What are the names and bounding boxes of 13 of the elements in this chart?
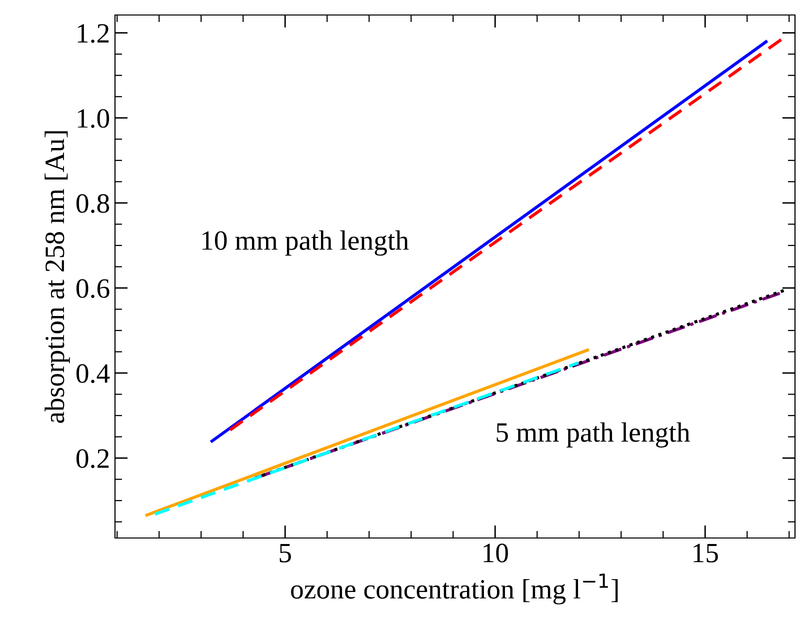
x-axis-title: ozone concentration [mg l$^{−1}$] [291, 574, 618, 604]
x-tick-label: 5 [280, 544, 291, 562]
annotation: 10 mm path length [202, 230, 409, 256]
x-tick-label: 10 [484, 544, 508, 562]
y-tick-label: 0.2 [76, 449, 109, 468]
y-tick-label: 1.0 [78, 109, 110, 128]
y-axis-title: absorption at 258 nm [Au] [44, 131, 70, 423]
y-tick-label: 0.8 [76, 194, 110, 213]
x-tick-label: 15 [694, 544, 718, 562]
y-tick-label: 0.4 [76, 364, 110, 384]
annotation: 5 mm path length [496, 422, 690, 448]
y-tick-label: 1.2 [78, 24, 109, 43]
y-tick-label: 0.6 [76, 279, 110, 298]
